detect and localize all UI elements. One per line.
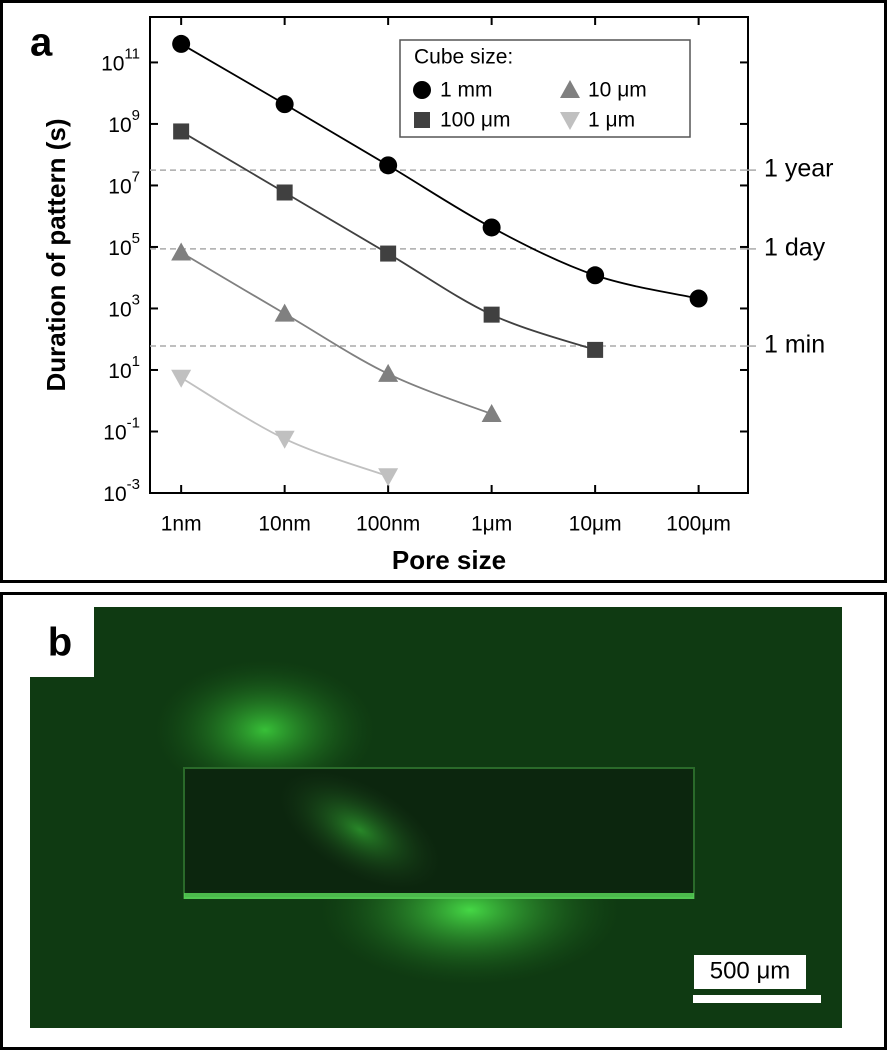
x-tick-label: 1nm [161,513,202,536]
x-tick-label: 1μm [471,513,512,536]
panel-frame [0,592,887,1050]
reference-label: 1 min [764,331,825,359]
series-line [180,43,699,300]
marker [689,289,708,308]
series-line [180,251,492,415]
marker [380,245,397,262]
legend-marker [414,112,430,128]
series-line [180,376,389,478]
y-tick-label: 101 [108,353,140,383]
marker [483,306,500,323]
cube [183,767,695,899]
marker [274,430,295,449]
marker [275,95,294,114]
panel-label: b [48,621,72,665]
legend-label: 10 μm [588,79,647,102]
marker [378,468,399,487]
cube-edge [184,893,694,899]
x-axis-label: Pore size [392,545,506,575]
legend-title: Cube size: [414,46,513,69]
glow [155,660,375,800]
glow [278,770,442,890]
marker [482,218,501,237]
scale-bar [693,995,821,1003]
x-tick-label: 100nm [356,513,420,536]
marker [274,303,295,322]
y-tick-label: 103 [108,291,140,321]
plot-frame [149,16,749,494]
legend-label: 1 mm [440,79,493,102]
x-tick-label: 10μm [569,513,622,536]
scale-bar-box [694,955,806,989]
marker [276,184,293,201]
marker [378,363,399,382]
scale-bar-label: 500 μm [710,957,791,984]
marker [481,404,502,423]
reference-label: 1 year [764,155,833,183]
legend-label: 100 μm [440,109,510,132]
label-box [30,607,94,677]
legend-marker [413,81,431,99]
legend-marker [560,112,580,130]
marker [171,369,192,388]
micrograph: b 500 μm [30,607,842,1028]
marker [173,123,190,140]
y-tick-label: 107 [108,168,140,198]
marker [171,242,192,261]
marker [172,34,191,53]
y-tick-label: 10-3 [103,476,140,506]
legend-box [399,39,691,138]
marker [586,266,605,285]
y-tick-label: 1011 [101,45,140,75]
reference-label: 1 day [764,234,826,262]
panel-label: a [30,21,53,65]
x-tick-label: 10nm [258,513,311,536]
legend-marker [560,80,580,98]
y-tick-label: 105 [108,230,140,260]
panel-frame [0,0,887,583]
legend-label: 1 μm [588,109,635,132]
marker [587,341,604,358]
y-tick-label: 10-1 [103,414,140,444]
y-axis-label: Duration of pattern (s) [41,119,71,392]
x-tick-label: 100μm [666,513,731,536]
y-tick-label: 109 [108,107,140,137]
marker [379,156,398,175]
